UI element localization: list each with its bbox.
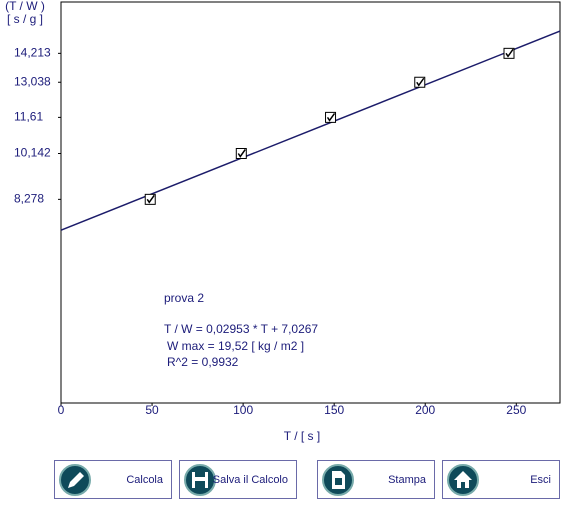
y-tick-label: 10,142 bbox=[14, 146, 51, 160]
chart: (T / W ) [ s / g ] T / [ s ] prova 2 T /… bbox=[5, 0, 561, 443]
annotation: T / W = 0,02953 * T + 7,0267 bbox=[164, 322, 318, 336]
x-tick-label: 50 bbox=[145, 403, 159, 417]
esci-button[interactable]: Esci bbox=[442, 460, 560, 499]
x-tick-label: 200 bbox=[415, 403, 435, 417]
x-tick-label: 100 bbox=[233, 403, 253, 417]
annotation: W max = 19,52 [ kg / m2 ] bbox=[167, 339, 304, 353]
calcola-button[interactable]: Calcola bbox=[54, 460, 172, 499]
y-axis-label: [ s / g ] bbox=[7, 12, 43, 26]
fit-line bbox=[60, 30, 561, 231]
x-tick-label: 150 bbox=[324, 403, 344, 417]
icon bbox=[322, 464, 354, 496]
x-tick-label: 0 bbox=[58, 403, 65, 417]
x-axis-label: T / [ s ] bbox=[284, 429, 320, 443]
icon bbox=[59, 464, 91, 496]
y-axis-label: (T / W ) bbox=[5, 0, 45, 13]
icon bbox=[447, 464, 479, 496]
salva-button[interactable]: Salva il Calcolo bbox=[179, 460, 297, 499]
stampa-button[interactable]: Stampa bbox=[317, 460, 435, 499]
point-marker bbox=[414, 76, 426, 88]
point-marker bbox=[503, 47, 515, 59]
y-tick-label: 8,278 bbox=[14, 192, 44, 206]
annotation: prova 2 bbox=[164, 291, 204, 305]
button-label: Calcola bbox=[126, 474, 163, 486]
button-label: Esci bbox=[530, 474, 551, 486]
y-tick-label: 13,038 bbox=[14, 74, 51, 88]
point-marker bbox=[325, 111, 337, 123]
plot-area bbox=[60, 1, 561, 404]
y-tick-label: 11,61 bbox=[14, 110, 43, 124]
point-marker bbox=[144, 193, 156, 205]
button-label: Salva il Calcolo bbox=[212, 474, 288, 486]
point-marker bbox=[235, 147, 247, 159]
icon bbox=[184, 464, 216, 496]
annotation: R^2 = 0,9932 bbox=[167, 355, 239, 369]
x-tick-label: 250 bbox=[506, 403, 526, 417]
y-tick-label: 14,213 bbox=[14, 46, 51, 60]
button-label: Stampa bbox=[388, 474, 426, 486]
